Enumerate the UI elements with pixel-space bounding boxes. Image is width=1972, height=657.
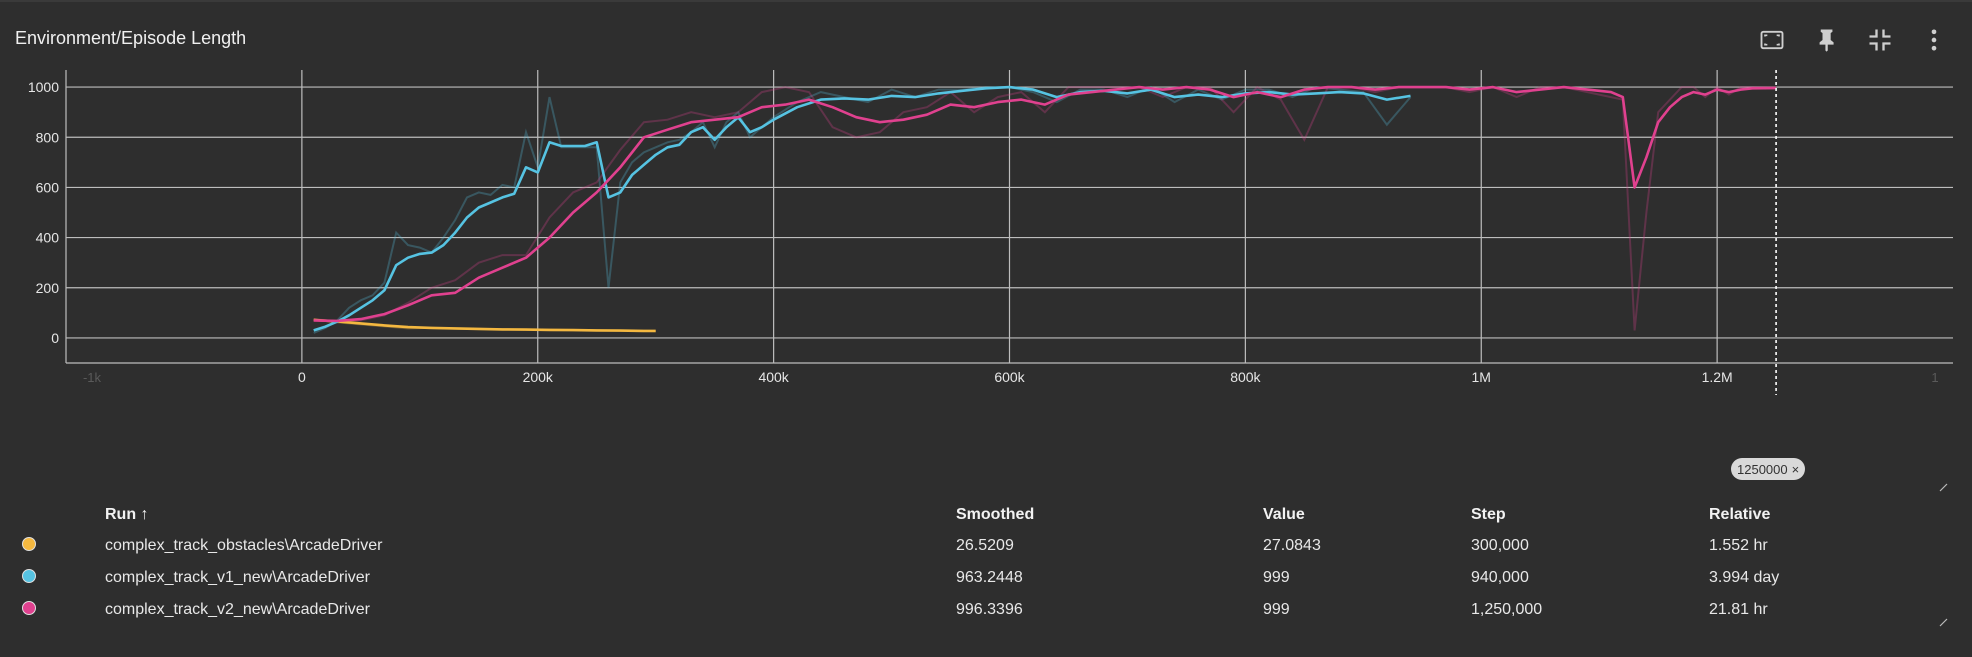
step-value: 940,000 [1471,569,1529,586]
relative-time: 3.994 day [1709,569,1780,586]
more-vert-icon [1931,29,1937,51]
x-tick-label: 1M [1472,369,1491,385]
card-title: Environment/Episode Length [15,28,247,48]
smoothed-value: 26.5209 [956,537,1014,554]
raw-value: 999 [1263,569,1290,586]
header-relative[interactable]: Relative [1709,506,1771,523]
y-tick-label: 1000 [28,79,59,95]
y-tick-label: 200 [36,280,60,296]
table-row: complex_track_v2_new\ArcadeDriver 996.33… [10,594,1909,626]
smoothed-series-line [313,318,656,333]
close-icon[interactable]: × [1791,461,1800,477]
smoothed-series-line [313,85,1411,332]
more-options-button[interactable] [1916,22,1952,58]
run-name: complex_track_v1_new\ArcadeDriver [105,569,370,586]
table-row: complex_track_v1_new\ArcadeDriver 963.24… [10,562,1909,594]
y-tick-label: 600 [36,179,60,195]
smoothed-series-line [313,85,1777,323]
smoothed-value: 996.3396 [956,601,1023,618]
step-value: 1,250,000 [1471,601,1543,618]
x-tick-label: 400k [758,369,789,385]
relative-time: 21.81 hr [1709,601,1768,618]
x-tick-label: 200k [523,369,554,385]
x-tick-label: 600k [994,369,1025,385]
table-header-row: Run ↑ Smoothed Value Step Relative [10,500,1909,530]
line-chart[interactable]: 0 200 400 600 800 1000 0 200k 400k 600k 800k 1M 1.2M… [0,62,1972,482]
x-edge-label: -1k [83,370,102,385]
raw-series-line [313,85,1777,331]
raw-series-line [313,85,1412,334]
collapse-button[interactable] [1862,22,1898,58]
run-color-dot [22,536,36,551]
header-run[interactable]: Run ↑ [105,506,149,523]
chart-resize-handle[interactable] [1938,482,1948,492]
fullscreen-button[interactable] [1754,22,1790,58]
smoothed-value: 963.2448 [956,569,1023,586]
pin-button[interactable] [1808,22,1844,58]
header-smoothed[interactable]: Smoothed [956,506,1035,523]
fullscreen-icon [1760,30,1784,50]
run-color-dot [22,568,36,583]
header-color [10,500,105,530]
step-value: 300,000 [1471,537,1529,554]
run-color-dot [22,600,36,615]
run-name: complex_track_obstacles\ArcadeDriver [105,537,383,554]
header-step[interactable]: Step [1471,506,1506,523]
card-toolbar [1754,22,1952,58]
collapse-icon [1869,29,1891,51]
x-tick-label: 800k [1230,369,1261,385]
y-tick-label: 800 [36,129,60,145]
x-tick-label: 1.2M [1702,369,1733,385]
crosshair-step-chip[interactable]: 1250000 × [1731,458,1806,480]
x-tick-label: 0 [298,369,306,385]
table-row: complex_track_obstacles\ArcadeDriver 26.… [10,530,1909,562]
runs-data-table: Run ↑ Smoothed Value Step Relative compl… [10,500,1909,626]
raw-value: 27.0843 [1263,537,1321,554]
pin-icon [1819,29,1834,52]
raw-value: 999 [1263,601,1290,618]
y-tick-label: 400 [36,230,60,246]
run-name: complex_track_v2_new\ArcadeDriver [105,601,370,618]
header-value[interactable]: Value [1263,506,1305,523]
x-edge-label: 1 [1931,370,1938,385]
crosshair-step-label: 1250000 [1737,461,1788,477]
relative-time: 1.552 hr [1709,537,1768,554]
table-resize-handle[interactable] [1938,617,1948,627]
y-tick-label: 0 [51,330,59,346]
